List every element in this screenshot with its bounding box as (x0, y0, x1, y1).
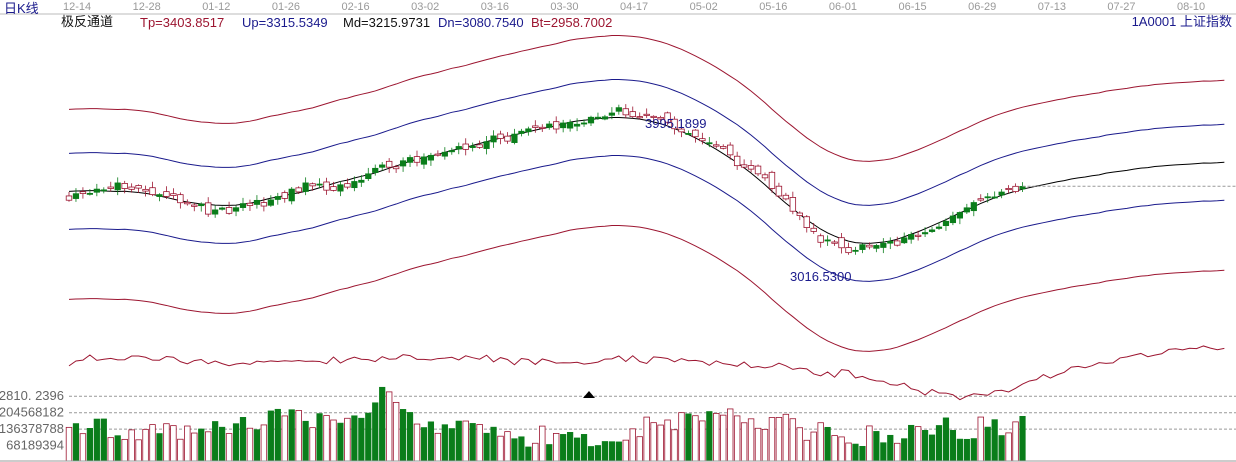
svg-text:Dn=3080.7540: Dn=3080.7540 (438, 15, 524, 30)
svg-text:04-17: 04-17 (620, 1, 648, 13)
svg-text:05-16: 05-16 (759, 1, 787, 13)
svg-text:06-29: 06-29 (968, 1, 996, 13)
svg-text:02-16: 02-16 (342, 1, 370, 13)
svg-text:Up=3315.5349: Up=3315.5349 (242, 15, 328, 30)
svg-text:Bt=2958.7002: Bt=2958.7002 (531, 15, 612, 30)
svg-text:03-02: 03-02 (411, 1, 439, 13)
svg-text:12-14: 12-14 (63, 1, 91, 13)
svg-text:2810. 2396: 2810. 2396 (0, 388, 64, 403)
svg-text:Tp=3403.8517: Tp=3403.8517 (140, 15, 224, 30)
svg-text:01-12: 01-12 (202, 1, 230, 13)
svg-text:03-16: 03-16 (481, 1, 509, 13)
svg-text:日K线: 日K线 (4, 1, 39, 16)
svg-text:3016.5300: 3016.5300 (790, 269, 851, 284)
svg-text:05-02: 05-02 (690, 1, 718, 13)
svg-text:03-30: 03-30 (550, 1, 578, 13)
svg-text:极反通道: 极反通道 (61, 14, 113, 29)
svg-text:01-26: 01-26 (272, 1, 300, 13)
svg-text:07-13: 07-13 (1038, 1, 1066, 13)
svg-text:1A0001 上证指数: 1A0001 上证指数 (1132, 14, 1232, 29)
svg-text:Md=3215.9731: Md=3215.9731 (343, 15, 430, 30)
svg-text:06-01: 06-01 (829, 1, 857, 13)
svg-text:204568182: 204568182 (0, 405, 64, 420)
svg-text:07-27: 07-27 (1107, 1, 1135, 13)
svg-text:06-15: 06-15 (899, 1, 927, 13)
svg-text:3995.1899: 3995.1899 (645, 116, 706, 131)
svg-text:136378788: 136378788 (0, 421, 64, 436)
svg-text:12-28: 12-28 (133, 1, 161, 13)
svg-text:08-10: 08-10 (1177, 1, 1205, 13)
svg-text:68189394: 68189394 (6, 438, 64, 453)
